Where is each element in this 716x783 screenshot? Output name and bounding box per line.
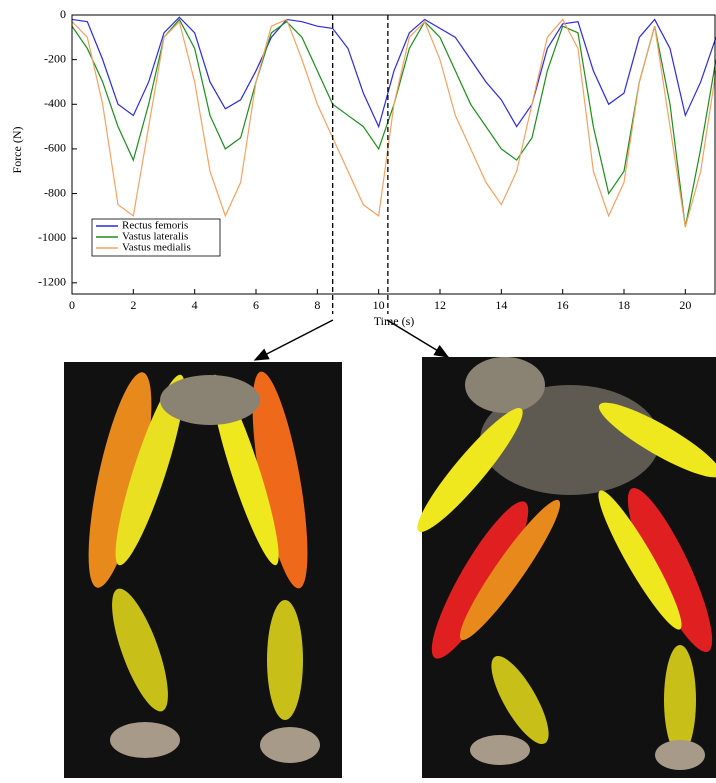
y-axis-label: Force (N) <box>10 127 24 174</box>
figure: Force (N) Time (s) 0 -200 -400 -600 -800 -100… <box>0 0 716 778</box>
render-right <box>407 357 716 778</box>
legend-label: Vastus medialis <box>122 242 191 254</box>
x-tick-label: 8 <box>314 298 320 312</box>
x-tick-label: 16 <box>557 298 569 312</box>
x-tick-label: 0 <box>69 298 75 312</box>
x-tick-label: 6 <box>253 298 259 312</box>
x-tick-label: 10 <box>373 298 385 312</box>
x-tick-label: 14 <box>495 298 507 312</box>
series-line <box>72 19 716 227</box>
x-tick-label: 12 <box>434 298 446 312</box>
y-tick-label: -800 <box>44 185 66 199</box>
x-tick-label: 2 <box>130 298 136 312</box>
render-left <box>64 362 342 778</box>
arrow <box>255 320 333 360</box>
y-tick-label: -600 <box>44 141 66 155</box>
y-tick-label: -400 <box>44 96 66 110</box>
x-tick-label: 20 <box>679 298 691 312</box>
series-line <box>72 17 716 126</box>
y-tick-label: -1200 <box>38 275 66 289</box>
x-tick-label: 18 <box>618 298 630 312</box>
x-tick-label: 4 <box>192 298 198 312</box>
y-tick-label: -200 <box>44 51 66 65</box>
arrow <box>387 320 448 357</box>
x-axis-label: Time (s) <box>374 314 415 328</box>
series-line <box>72 19 716 227</box>
y-tick-label: 0 <box>60 7 66 21</box>
y-tick-label: -1000 <box>38 230 66 244</box>
